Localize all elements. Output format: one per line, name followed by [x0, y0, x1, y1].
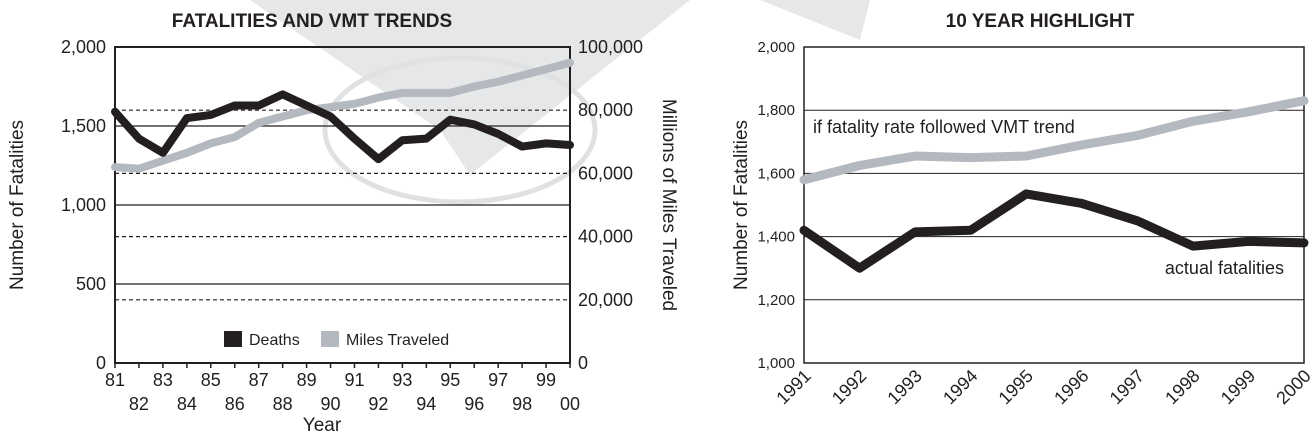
chart1-y2-tick-label: 40,000: [578, 227, 633, 247]
chart1-y2-tick-label: 60,000: [578, 163, 633, 183]
chart2-y-tick-label: 1,400: [757, 229, 795, 246]
chart1-x-tick-label: 84: [177, 394, 197, 414]
chart1-y2-tick-label: 100,000: [578, 37, 643, 57]
chart1-x-tick-label: 00: [560, 394, 580, 414]
chart1-x-tick-label: 90: [321, 394, 341, 414]
chart2-x-tick-label: 1994: [939, 366, 981, 408]
chart1-x-tick-label: 89: [297, 370, 317, 390]
chart1-y-tick-label: 2,000: [61, 37, 106, 57]
chart2-y-tick-label: 1,600: [757, 165, 795, 182]
annotation-actual-fatalities: actual fatalities: [1165, 258, 1284, 278]
annotation-vmt-trend: if fatality rate followed VMT trend: [813, 117, 1075, 137]
series-deaths-line: [111, 90, 574, 164]
chart2-title: 10 YEAR HIGHLIGHT: [946, 11, 1135, 32]
chart1-y-tick-label: 500: [76, 274, 106, 294]
chart2-y-label: Number of Fatalities: [731, 120, 752, 290]
series-actual-fatalities-line: [799, 189, 1309, 273]
chart2-y-tick-label: 2,000: [757, 39, 795, 56]
legend-swatch-miles: [321, 331, 339, 347]
chart1-y2-tick-label: 80,000: [578, 100, 633, 120]
chart1-y-tick-label: 1,500: [61, 116, 106, 136]
chart1-title: FATALITIES AND VMT TRENDS: [172, 11, 452, 32]
chart1-x-label: Year: [303, 415, 342, 436]
chart1-x-tick-label: 86: [225, 394, 245, 414]
chart1-y-ticks: 0 500 1,000 1,500 2,000: [61, 37, 106, 373]
chart-10-year-highlight: 10 YEAR HIGHLIGHT 1,0001,2001,4001,6001,…: [731, 11, 1312, 408]
chart1-x-tick-label: 97: [488, 370, 508, 390]
chart2-y-tick-label: 1,200: [757, 292, 795, 309]
chart1-plot-border: [114, 46, 571, 364]
chart1-x-tick-label: 91: [344, 370, 364, 390]
chart-fatalities-vmt: FATALITIES AND VMT TRENDS 0 500 1,000 1,500…: [7, 11, 679, 436]
series-vmt-trend-line: [799, 96, 1309, 185]
chart2-x-ticks: 1991 1992 1993 1994 1995 1996 1997 1998 1999 2000: [772, 366, 1312, 408]
chart1-y2-ticks: 0 20,000 40,000 60,000 80,000 100,000: [578, 37, 643, 373]
arrow-head: [760, 0, 870, 40]
chart2-grid: [804, 109, 1304, 301]
chart1-y-tick-label: 0: [96, 353, 106, 373]
chart2-x-tick-label: 1997: [1106, 366, 1148, 408]
legend-label-miles: Miles Traveled: [346, 332, 449, 349]
series-miles-traveled-line: [111, 58, 574, 173]
chart2-y-tick-label: 1,800: [757, 102, 795, 119]
chart1-x-tick-label: 94: [416, 394, 436, 414]
chart1-legend: Deaths Miles Traveled: [224, 331, 449, 349]
chart1-x-tick-label: 96: [464, 394, 484, 414]
legend-label-deaths: Deaths: [249, 332, 300, 349]
chart2-x-tick-label: 1995: [995, 366, 1037, 408]
chart2-x-tick-label: 1996: [1050, 366, 1092, 408]
chart1-x-tick-label: 85: [201, 370, 221, 390]
chart1-x-tick-label: 95: [440, 370, 460, 390]
chart1-x-tick-label: 81: [105, 370, 125, 390]
chart2-x-tick-label: 1993: [883, 366, 925, 408]
chart2-x-tick-label: 1991: [772, 366, 814, 408]
highlight-ellipse: [322, 55, 598, 205]
chart1-x-tick-label: 99: [536, 370, 556, 390]
chart2-x-tick-label: 1998: [1161, 366, 1203, 408]
chart2-x-tick-label: 2000: [1272, 366, 1312, 408]
chart1-y2-tick-label: 20,000: [578, 290, 633, 310]
chart1-y-label: Number of Fatalities: [7, 120, 28, 290]
chart1-x-tick-label: 92: [368, 394, 388, 414]
chart1-x-tick-label: 83: [153, 370, 173, 390]
chart1-y2-label: Millions of Miles Traveled: [658, 99, 679, 311]
chart1-grid: [115, 109, 570, 301]
chart1-x-tick-label: 88: [273, 394, 293, 414]
chart1-x-tick-label: 87: [249, 370, 269, 390]
chart2-y-ticks: 1,000 1,200 1,400 1,600 1,800 2,000: [757, 39, 795, 372]
chart2-series: [799, 96, 1309, 273]
chart1-series: [111, 58, 574, 173]
chart1-y-tick-label: 1,000: [61, 195, 106, 215]
chart2-x-tick-label: 1999: [1217, 366, 1259, 408]
chart2-x-tick-label: 1992: [828, 366, 870, 408]
chart1-x-tick-label: 93: [392, 370, 412, 390]
legend-swatch-deaths: [224, 331, 242, 347]
chart1-x-tick-label: 82: [129, 394, 149, 414]
chart2-plot-border: [803, 46, 1305, 364]
chart1-x-tick-label: 98: [512, 394, 532, 414]
chart2-y-tick-label: 1,000: [757, 355, 795, 372]
chart1-y2-tick-label: 0: [578, 353, 588, 373]
